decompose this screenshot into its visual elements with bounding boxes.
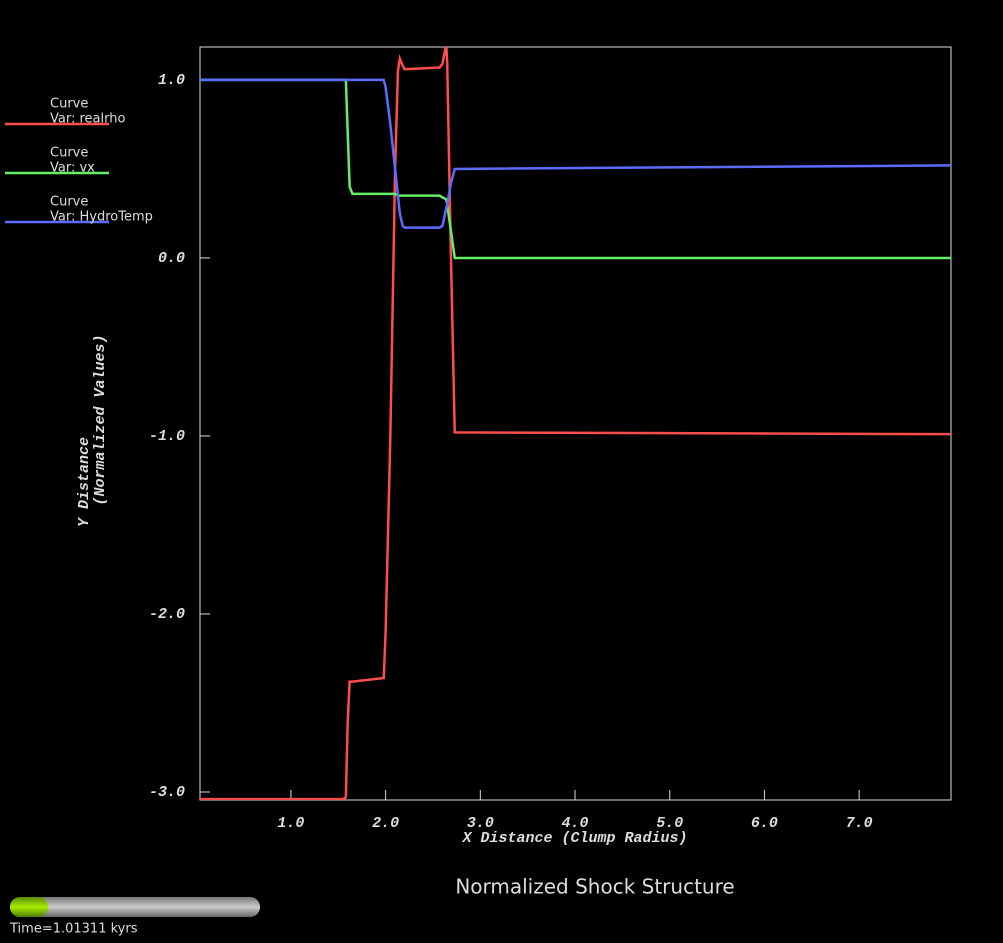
progress-bar (10, 897, 260, 917)
y-tick-label: -2.0 (149, 606, 185, 623)
y-axis-label: (Normalized Values) (92, 334, 109, 505)
x-tick-label: 5.0 (656, 815, 683, 832)
y-tick-label: -3.0 (149, 784, 185, 801)
legend-entry: Var: vx (50, 161, 95, 176)
series-line (200, 47, 951, 800)
y-axis-label: Y Distance (76, 437, 93, 527)
chart-title: Normalized Shock Structure (455, 875, 734, 899)
x-axis-label: X Distance (Clump Radius) (461, 830, 687, 847)
legend-label: Curve (50, 195, 88, 210)
legend-entry: Var: HydroTemp (50, 210, 153, 225)
x-tick-label: 2.0 (372, 815, 399, 832)
x-tick-label: 4.0 (562, 815, 589, 832)
x-tick-label: 6.0 (751, 815, 778, 832)
legend-label: Curve (50, 97, 88, 112)
x-tick-label: 3.0 (467, 815, 494, 832)
x-tick-label: 7.0 (846, 815, 873, 832)
y-tick-label: 1.0 (158, 72, 185, 89)
progress-fill (10, 897, 48, 917)
y-tick-label: 0.0 (158, 250, 185, 267)
time-label: Time=1.01311 kyrs (9, 922, 138, 937)
plot-frame (199, 46, 952, 801)
y-tick-label: -1.0 (149, 428, 185, 445)
plot-area (200, 47, 951, 800)
legend-entry: Var: realrho (50, 112, 125, 127)
x-tick-label: 1.0 (277, 815, 304, 832)
series-line (200, 78, 951, 229)
legend-label: Curve (50, 146, 88, 161)
